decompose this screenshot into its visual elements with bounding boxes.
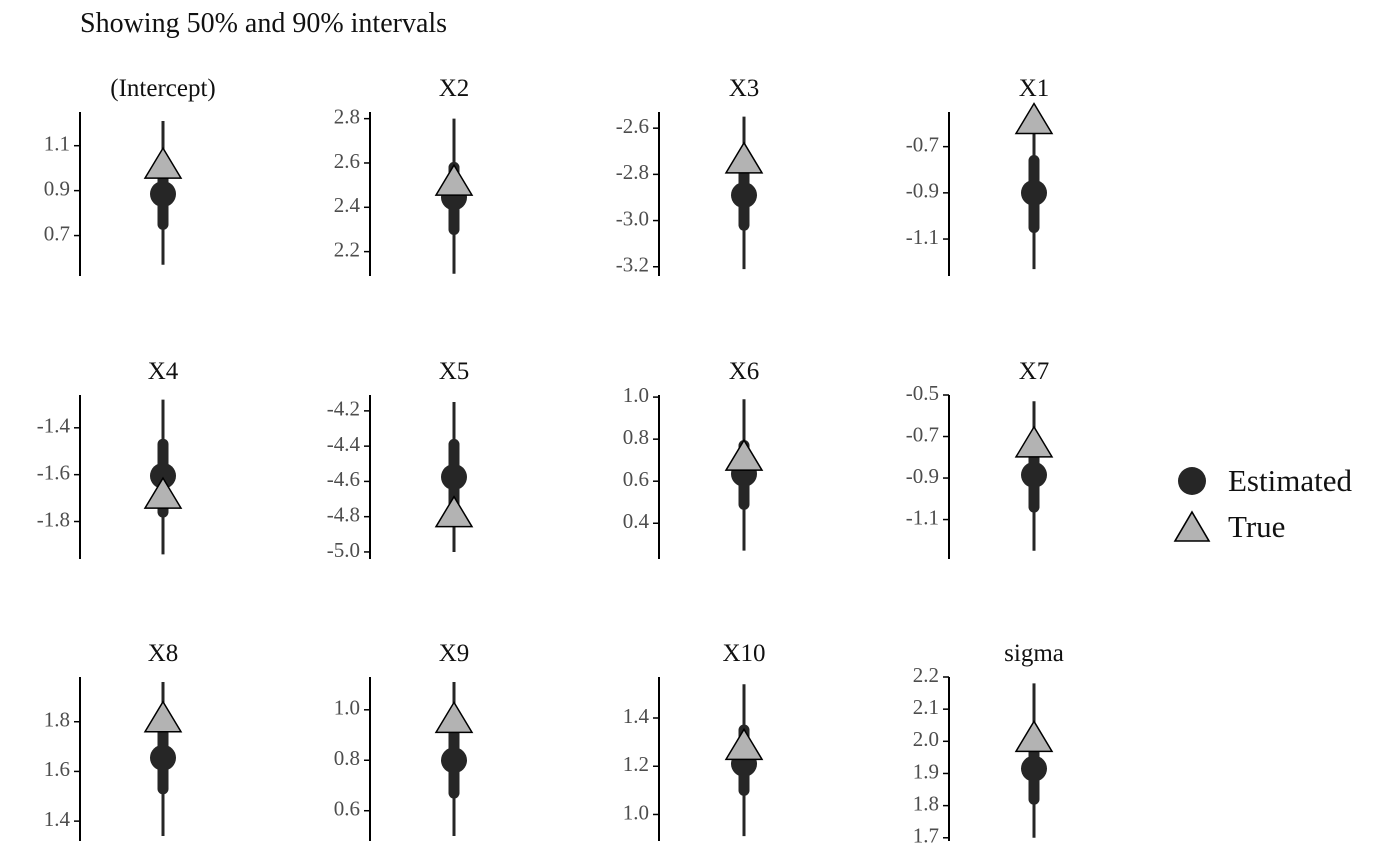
tick-label: -0.7 — [906, 422, 939, 446]
tick-label: -3.0 — [616, 206, 649, 230]
panel-x2: X2 2.2 2.4 2.6 2.8 — [334, 75, 474, 276]
estimate-point-intercept — [150, 181, 176, 207]
tick-label: 1.6 — [44, 757, 70, 781]
tick-label: 1.0 — [623, 800, 649, 824]
legend: Estimated True — [1172, 458, 1392, 550]
panel-x10: X10 1.0 1.2 1.4 — [623, 640, 766, 841]
panel-title-intercept: (Intercept) — [110, 75, 215, 102]
estimated-circle-icon — [1178, 467, 1206, 495]
panel-x4: X4 -1.8 -1.6 -1.4 — [37, 358, 183, 559]
true-point-x5 — [434, 495, 474, 528]
true-point-x8 — [143, 700, 183, 733]
tick-label: -1.6 — [37, 460, 70, 484]
legend-label-true: True — [1228, 509, 1286, 544]
tick-label: 1.8 — [913, 791, 939, 815]
panel-x8: X8 1.4 1.6 1.8 — [44, 640, 183, 841]
true-point-intercept — [143, 146, 183, 179]
tick-label: 1.0 — [623, 383, 649, 407]
panel-x1: X1 -1.1 -0.9 -0.7 — [906, 75, 1054, 276]
estimate-point-x5 — [441, 464, 467, 490]
panel-x5: X5 -5.0 -4.8 -4.6 -4.4 -4.2 — [327, 358, 474, 562]
true-point-x10 — [724, 727, 764, 761]
panel-title-x3: X3 — [729, 75, 760, 102]
tick-label: -1.8 — [37, 507, 70, 531]
tick-label: 0.8 — [334, 746, 360, 770]
estimate-point-x3 — [731, 182, 757, 209]
tick-label: -0.9 — [906, 464, 939, 488]
tick-label: -1.1 — [906, 225, 939, 249]
panel-title-x8: X8 — [148, 640, 179, 667]
estimate-point-x4 — [150, 462, 176, 489]
tick-label: -3.2 — [616, 253, 649, 277]
panel-title-sigma: sigma — [1004, 640, 1064, 667]
tick-label: -1.4 — [37, 414, 71, 438]
tick-label: 1.4 — [623, 704, 650, 728]
tick-label: -1.1 — [906, 505, 939, 529]
panel-title-x4: X4 — [148, 358, 179, 385]
estimate-point-sigma — [1021, 755, 1047, 782]
estimate-point-x8 — [150, 744, 176, 771]
tick-label: 2.2 — [913, 663, 939, 687]
panel-title-x5: X5 — [439, 358, 470, 385]
tick-label: 1.8 — [44, 708, 70, 732]
true-point-x9 — [434, 700, 474, 734]
panel-intercept: (Intercept) 0.7 0.9 1.1 — [44, 75, 216, 276]
tick-label: -0.5 — [906, 381, 939, 405]
panel-x7: X7 -1.1 -0.9 -0.7 -0.5 — [906, 358, 1054, 559]
panel-sigma: sigma 1.7 1.8 1.9 2.0 2.1 2.2 — [913, 640, 1064, 848]
tick-label: -0.7 — [906, 132, 939, 156]
panel-title-x1: X1 — [1019, 75, 1050, 102]
estimate-point-x9 — [441, 747, 467, 774]
legend-item-true: True — [1172, 504, 1392, 550]
tick-label: 0.9 — [44, 176, 70, 200]
tick-label: -4.2 — [327, 397, 360, 421]
tick-label: 0.6 — [623, 467, 649, 491]
tick-label: -4.8 — [327, 502, 360, 526]
true-point-x1 — [1014, 102, 1054, 135]
tick-label: 0.8 — [623, 425, 649, 449]
tick-label: 2.2 — [334, 237, 360, 261]
tick-label: 1.4 — [44, 807, 71, 831]
tick-label: 1.2 — [623, 752, 649, 776]
true-point-sigma — [1014, 719, 1054, 753]
tick-label: 0.7 — [44, 221, 70, 245]
tick-label: 2.6 — [334, 149, 360, 173]
tick-label: -4.6 — [327, 467, 360, 491]
tick-label: -0.9 — [906, 179, 939, 203]
tick-label: 1.0 — [334, 696, 360, 720]
true-point-x6 — [724, 438, 764, 471]
tick-label: 2.4 — [334, 193, 361, 217]
tick-label: -2.8 — [616, 160, 649, 184]
tick-label: 0.6 — [334, 797, 360, 821]
tick-label: -5.0 — [327, 538, 360, 562]
tick-label: 1.7 — [913, 824, 939, 848]
tick-label: -4.4 — [327, 432, 361, 456]
panel-x9: X9 0.6 0.8 1.0 — [334, 640, 474, 841]
tick-label: -2.6 — [616, 114, 649, 138]
estimate-point-x1 — [1021, 179, 1047, 206]
true-point-x2 — [434, 163, 474, 196]
tick-label: 0.4 — [623, 509, 650, 533]
panel-x6: X6 0.4 0.6 0.8 1.0 — [623, 358, 764, 559]
tick-label: 2.8 — [334, 104, 360, 128]
legend-label-estimated: Estimated — [1228, 463, 1352, 498]
true-point-x4 — [143, 476, 183, 509]
tick-label: 1.1 — [44, 132, 70, 156]
panel-title-x10: X10 — [722, 640, 765, 667]
legend-item-estimated: Estimated — [1172, 458, 1392, 504]
panel-x3: X3 -3.2 -3.0 -2.8 -2.6 — [616, 75, 764, 277]
true-point-x3 — [724, 141, 764, 174]
tick-label: 1.9 — [913, 759, 939, 783]
chart-subtitle: Showing 50% and 90% intervals — [80, 8, 448, 39]
true-triangle-icon — [1173, 510, 1211, 542]
estimate-point-x7 — [1021, 461, 1047, 488]
panel-title-x6: X6 — [729, 358, 760, 385]
tick-label: 2.0 — [913, 727, 939, 751]
tick-label: 2.1 — [913, 695, 939, 719]
panel-title-x7: X7 — [1019, 358, 1050, 385]
panel-title-x2: X2 — [439, 75, 470, 102]
true-point-x7 — [1014, 425, 1054, 458]
panel-title-x9: X9 — [439, 640, 470, 667]
